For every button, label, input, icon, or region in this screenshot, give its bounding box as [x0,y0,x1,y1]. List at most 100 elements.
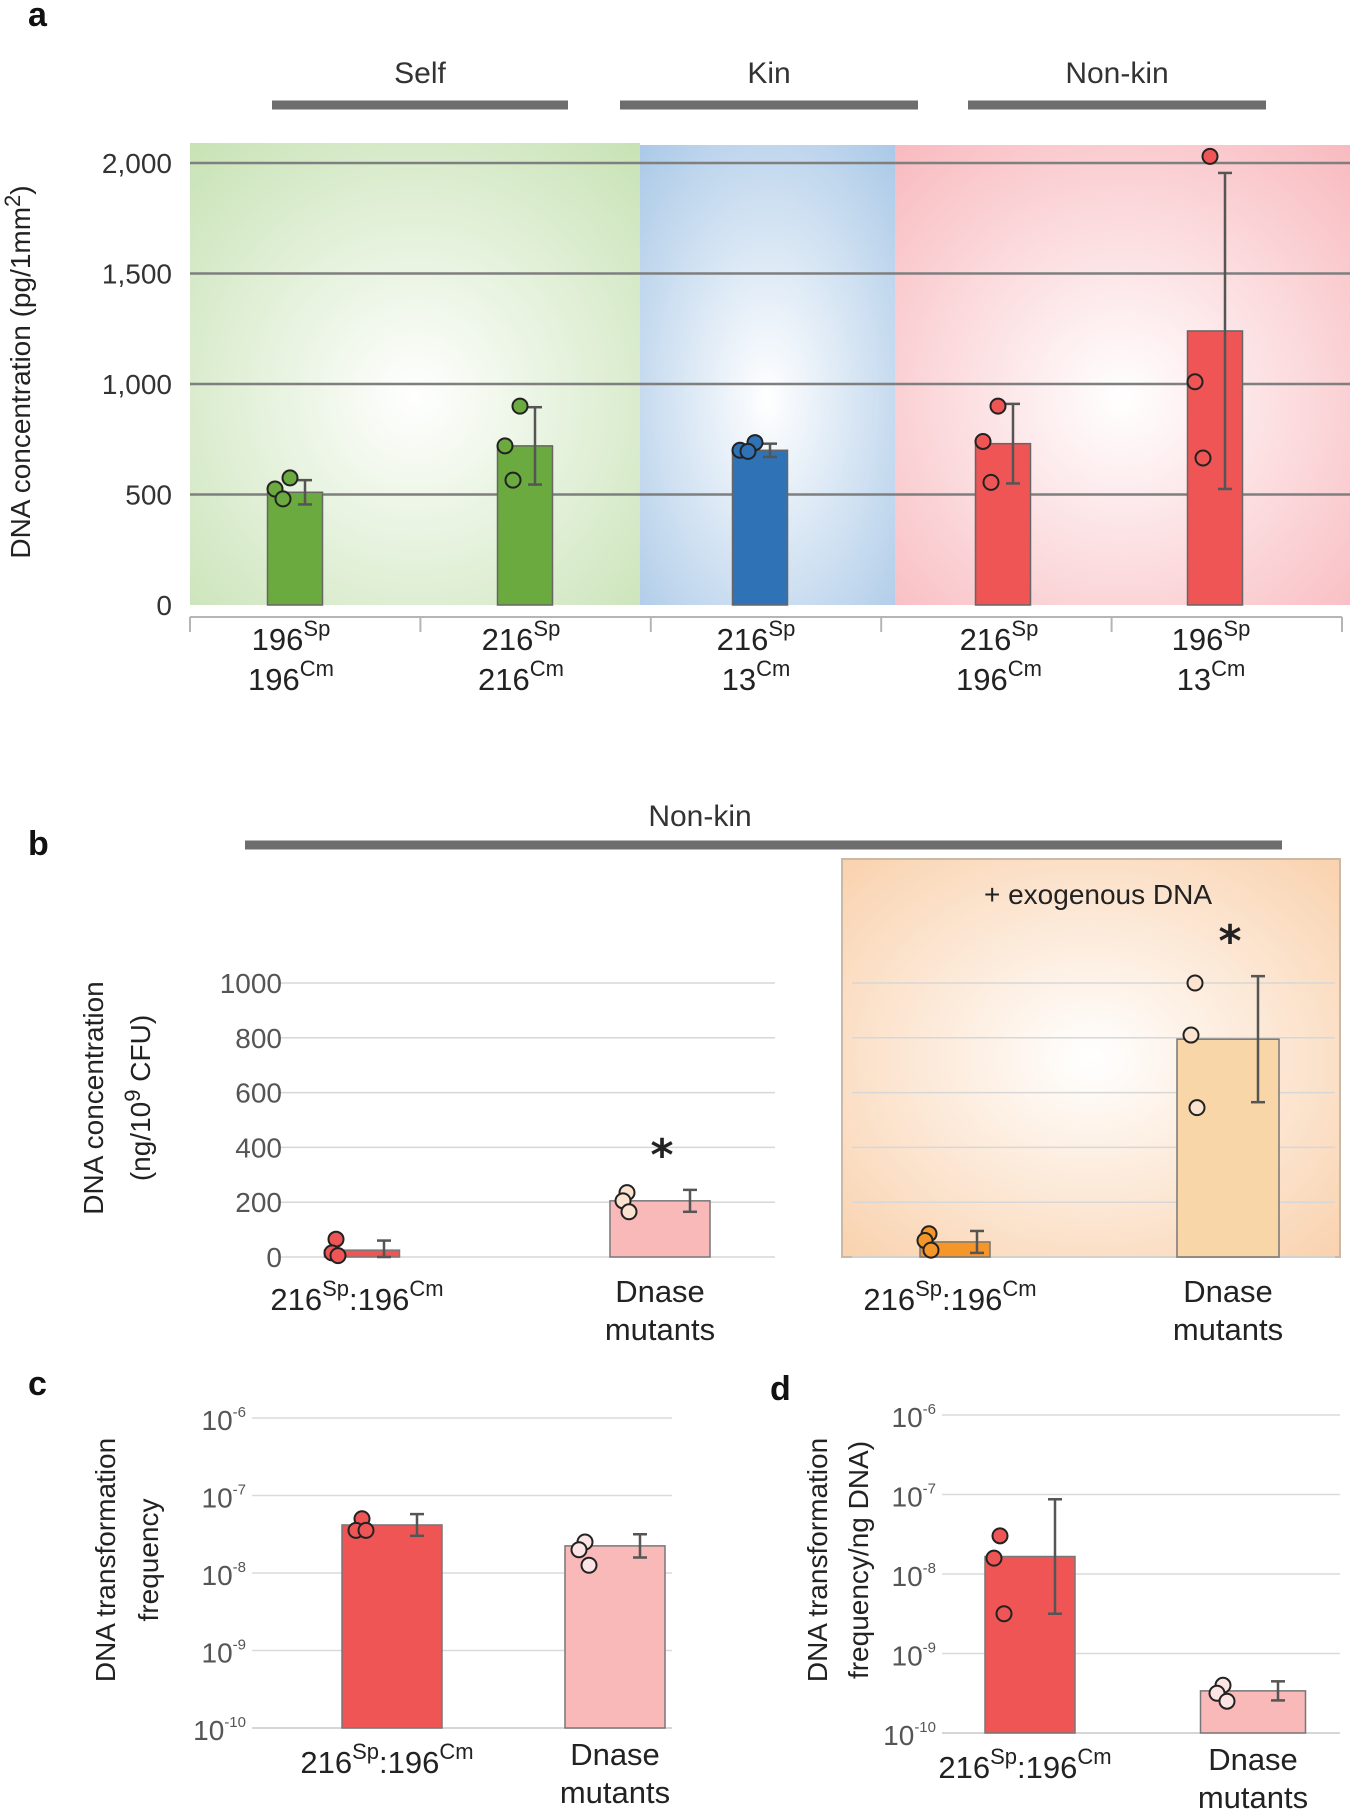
panel-a-point-4-2 [1194,449,1212,467]
panel-a-category-4-line2-base: 13 [1177,662,1211,697]
panel-a-category-1-line1-sup: Sp [533,616,560,641]
panel-3-category-0-part-0: 216 [938,1750,990,1785]
panel-a-category-2-line2-base: 13 [722,662,756,697]
panel-b-category-1-1-line2: mutants [1173,1312,1283,1347]
panel-c-y-axis-title-line1: DNA transformation [90,1438,121,1682]
panel-a-category-2-line2-sup: Cm [756,656,790,681]
panel-b-category-1-1-line1: Dnase [1183,1274,1273,1309]
panel-a-point-1-1 [496,437,514,455]
panel-a-y-tick-0: 0 [156,590,172,621]
panel-b-category-0-0: 216Sp:196Cm [270,1276,443,1317]
panel-3-category-0-part-2: :196 [1017,1750,1077,1785]
panel-2-category-0-part-0: 216 [300,1745,352,1780]
panel-3-category-0: 216Sp:196Cm [938,1744,1111,1785]
panel-a-category-3-line2-base: 196 [956,662,1008,697]
panel-2-y-tick--8: 10-8 [202,1559,247,1591]
panel-a-category-2-line1-sup: Sp [768,616,795,641]
self-background [190,143,640,605]
panel-a-group-label-2: Non-kin [1065,57,1168,90]
panel-a-category-4-line1-sup: Sp [1223,616,1250,641]
panel-a-bar-3 [974,442,1032,606]
panel-a-category-1-line1-base: 216 [482,622,534,657]
panel-2-bar-0 [341,1524,443,1729]
panel-a-category-3-line1: 216Sp [960,616,1039,657]
panel-b-y-tick-0: 0 [266,1242,282,1273]
panel-a-category-2-line2: 13Cm [722,656,791,697]
panel-a-point-1-0 [511,397,529,415]
panel-b-point-1-1-0 [1186,974,1204,992]
panel-a-y-tick-2: 1,000 [102,369,172,400]
panel-a-category-3-line2-sup: Cm [1008,656,1042,681]
panel-b-y-axis-title-line2: (ng/109 CFU) [120,1015,156,1181]
panel-3-y-tick--10: 10-10 [883,1719,936,1751]
panel-a-category-3-line1-base: 216 [960,622,1012,657]
panel-b-y-axis-title-line1: DNA concentration [78,981,109,1214]
panel-b-non-kin-label: Non-kin [648,800,751,833]
panel-2-y-tick-base--6: 10 [202,1405,233,1436]
panel-a-category-3-line2: 196Cm [956,656,1042,697]
panel-a-point-3-1 [974,432,992,450]
panel-a-group-label-1: Kin [747,57,790,90]
panel-b-bar-1-1 [1176,1038,1280,1258]
panel-b-category-1-0-part-2: :196 [942,1282,1002,1317]
panel-3-y-tick--9: 10-9 [892,1640,937,1672]
panel-2-y-tick-exp--6: -6 [233,1404,246,1421]
panel-2-category-0: 216Sp:196Cm [300,1739,473,1780]
panel-b-y-tick-3: 600 [235,1078,282,1109]
panel-b-significance-1-1: * [1218,916,1241,967]
panel-2-y-tick--9: 10-9 [202,1637,247,1669]
panel-a-category-1-line1: 216Sp [482,616,561,657]
panel-d-y-axis-title-line2: frequency/ng DNA) [843,1441,874,1679]
panel-b-y-tick-5: 1000 [220,968,282,999]
panel-a-group-label-0: Self [394,57,446,90]
panel-2-category-1-line1: Dnase [570,1737,660,1772]
panel-2-y-tick-exp--9: -9 [233,1637,246,1654]
panel-b-y-tick-2: 400 [235,1132,282,1163]
panel-b-category-1-0: 216Sp:196Cm [863,1276,1036,1317]
panel-3-y-tick-base--7: 10 [892,1482,923,1513]
panel-b-category-1-0-part-3: Cm [1002,1276,1036,1301]
exogenous-dna-label: + exogenous DNA [984,879,1212,910]
panel-3-point-0-0 [991,1527,1009,1545]
panel-2-y-tick-exp--7: -7 [233,1482,246,1499]
panel-2-point-1-2 [580,1556,598,1574]
panel-b-category-0-0-part-0: 216 [270,1282,322,1317]
panel-b-point-1-0-2 [922,1241,940,1259]
panel-3-y-tick-exp--8: -8 [923,1560,936,1577]
panel-b-category-0-0-part-2: :196 [349,1282,409,1317]
panel-a-category-0-line1: 196Sp [252,616,331,657]
panel-3-y-tick-exp--9: -9 [923,1640,936,1657]
panel-3-point-0-1 [985,1549,1003,1567]
panel-b-point-0-1-2 [620,1203,638,1221]
panel-b-y-tick-4: 800 [235,1023,282,1054]
panel-2-y-tick--10: 10-10 [193,1714,246,1746]
panel-b-category-0-1-line2: mutants [605,1312,715,1347]
panel-3-y-tick--6: 10-6 [892,1401,937,1433]
panel-d-y-axis-title-line1: DNA transformation [802,1438,833,1682]
panel-a-category-labels: 196Sp196Cm216Sp216Cm216Sp13Cm216Sp196Cm1… [248,616,1250,697]
panel-3-y-tick-exp--10: -10 [914,1719,936,1736]
panel-2-y-tick-base--9: 10 [202,1638,233,1669]
panel-a-y-tick-1: 500 [125,480,172,511]
panel-a-category-2-line1: 216Sp [717,616,796,657]
panel-2-y-tick-base--8: 10 [202,1560,233,1591]
panel-a-y-ticks: 0 500 1,000 1,500 2,000 [102,148,172,621]
panel-2-category-0-part-1: Sp [352,1739,379,1764]
panel-3-y-tick-exp--7: -7 [923,1481,936,1498]
panel-3-y-tick--7: 10-7 [892,1481,937,1513]
panel-2-bar-1 [564,1545,666,1729]
panel-letter-c: c [28,1365,47,1403]
panel-2-y-tick-exp--10: -10 [224,1714,246,1731]
panel-b-point-1-1-1 [1182,1026,1200,1044]
panel-b-point-0-0-0 [327,1230,345,1248]
panel-3-y-tick--8: 10-8 [892,1560,937,1592]
panel-b-category-0-0-part-1: Sp [322,1276,349,1301]
panel-2-point-0-2 [357,1521,375,1539]
panel-b-category-0-1-line1: Dnase [615,1274,705,1309]
